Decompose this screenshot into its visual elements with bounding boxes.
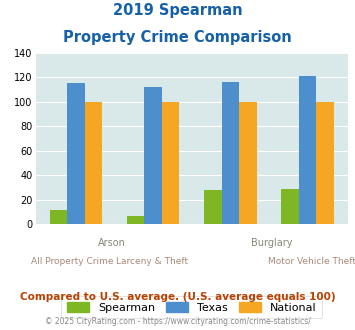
Text: Motor Vehicle Theft: Motor Vehicle Theft	[268, 257, 355, 266]
Bar	[50, 210, 67, 224]
Text: 2019 Spearman: 2019 Spearman	[113, 3, 242, 18]
Legend: Spearman, Texas, National: Spearman, Texas, National	[61, 296, 322, 318]
Bar	[239, 102, 257, 224]
Text: Arson: Arson	[98, 238, 126, 248]
Bar	[204, 190, 222, 224]
Bar	[162, 102, 179, 224]
Text: © 2025 CityRating.com - https://www.cityrating.com/crime-statistics/: © 2025 CityRating.com - https://www.city…	[45, 317, 310, 326]
Text: Compared to U.S. average. (U.S. average equals 100): Compared to U.S. average. (U.S. average …	[20, 292, 335, 302]
Text: Burglary: Burglary	[251, 238, 293, 248]
Bar	[299, 76, 316, 224]
Bar	[85, 102, 102, 224]
Bar	[144, 87, 162, 224]
Text: Larceny & Theft: Larceny & Theft	[116, 257, 188, 266]
Bar	[222, 82, 239, 224]
Bar	[316, 102, 334, 224]
Bar	[127, 216, 144, 224]
Text: Property Crime Comparison: Property Crime Comparison	[63, 30, 292, 45]
Text: All Property Crime: All Property Crime	[31, 257, 113, 266]
Bar	[67, 83, 85, 224]
Bar	[281, 189, 299, 224]
